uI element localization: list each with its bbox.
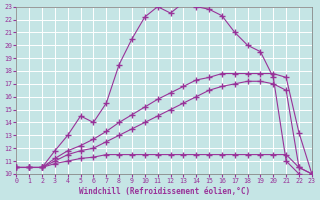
X-axis label: Windchill (Refroidissement éolien,°C): Windchill (Refroidissement éolien,°C) (78, 187, 250, 196)
